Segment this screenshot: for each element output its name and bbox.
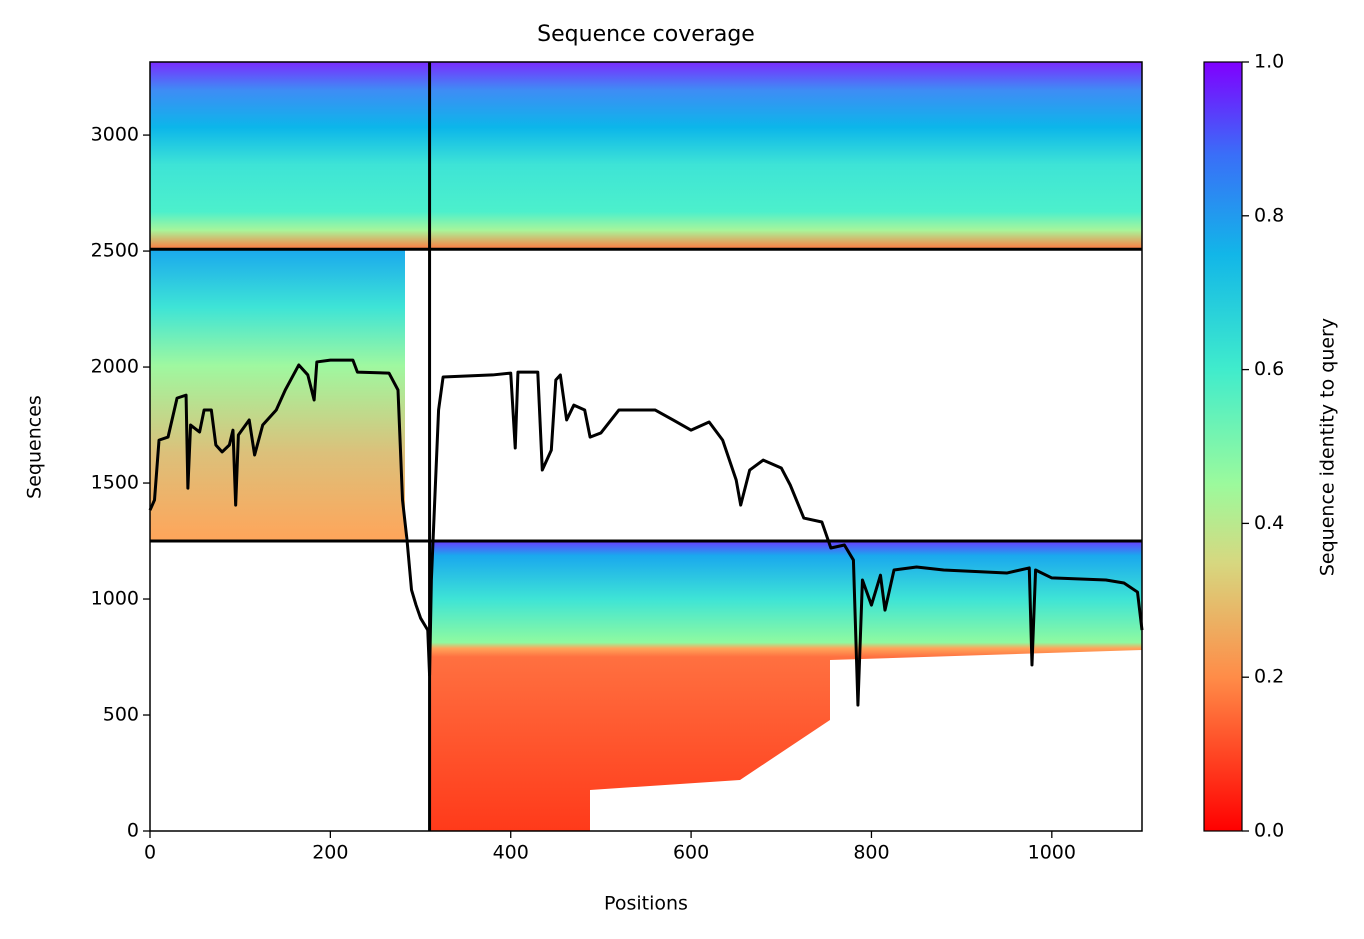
x-tick-label: 600 — [673, 842, 709, 864]
y-tick-label: 0 — [127, 820, 139, 842]
x-tick-label: 1000 — [1028, 842, 1076, 864]
coverage-heatmap — [150, 62, 1142, 831]
x-tick-label: 800 — [853, 842, 889, 864]
coverage-line — [148, 358, 1144, 707]
colorbar-tick-label: 0.0 — [1254, 820, 1284, 842]
x-tick-label: 0 — [144, 842, 156, 864]
x-tick-label: 400 — [493, 842, 529, 864]
axes-frame — [149, 61, 1143, 832]
colorbar-tick-label: 1.0 — [1254, 51, 1284, 73]
y-tick-label: 1000 — [91, 588, 139, 610]
y-axis-label: Sequences — [24, 395, 46, 499]
y-tick-label: 3000 — [91, 124, 139, 146]
colorbar — [1203, 61, 1243, 832]
colorbar-tick-label: 0.4 — [1254, 512, 1284, 534]
x-tick-label: 200 — [312, 842, 348, 864]
y-tick-label: 2000 — [91, 356, 139, 378]
colorbar-tick-label: 0.6 — [1254, 358, 1284, 380]
x-axis-label: Positions — [604, 893, 688, 915]
colorbar-tick-label: 0.8 — [1254, 204, 1284, 226]
colorbar-tick-label: 0.2 — [1254, 666, 1284, 688]
colorbar-label: Sequence identity to query — [1317, 318, 1339, 576]
y-tick-label: 500 — [103, 704, 139, 726]
y-tick-label: 1500 — [91, 472, 139, 494]
y-tick-label: 2500 — [91, 240, 139, 262]
chart-title: Sequence coverage — [537, 22, 755, 47]
